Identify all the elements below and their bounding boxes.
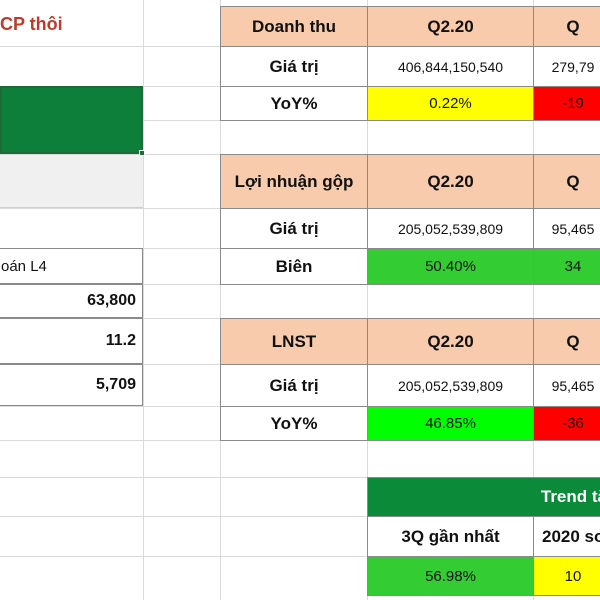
revenue-col1-header[interactable]: Q2.20 bbox=[367, 6, 534, 47]
net-profit-row1-v1: 205,052,539,809 bbox=[397, 377, 504, 394]
gross-profit-row1-label-cell[interactable]: Giá trị bbox=[220, 208, 368, 249]
trend-col2-label: 2020 so bbox=[542, 526, 600, 546]
net-profit-row1-v2-cell[interactable]: 95,465 bbox=[533, 364, 600, 407]
revenue-row2-v1-cell[interactable]: 0.22% bbox=[367, 86, 534, 121]
revenue-row1-v1: 406,844,150,540 bbox=[397, 58, 504, 75]
trend-col2-header[interactable]: 2020 so bbox=[533, 516, 600, 557]
trend-header[interactable]: Trend tă bbox=[367, 477, 600, 517]
gross-profit-col1-header[interactable]: Q2.20 bbox=[367, 154, 534, 209]
gross-profit-header[interactable]: Lợi nhuận gộp bbox=[220, 154, 368, 209]
net-profit-row2-v2: -36 bbox=[562, 415, 584, 432]
sheet-title: CP thôi bbox=[0, 14, 63, 34]
gross-profit-row2-v2: 34 bbox=[564, 258, 582, 275]
left-label-cell[interactable]: oán L4 bbox=[0, 248, 143, 284]
trend-v2-cell[interactable]: 10 bbox=[533, 556, 600, 596]
net-profit-row2-label-cell[interactable]: YoY% bbox=[220, 406, 368, 441]
selected-cell[interactable] bbox=[0, 86, 145, 156]
revenue-header-label: Doanh thu bbox=[251, 16, 337, 36]
revenue-row2-label-cell[interactable]: YoY% bbox=[220, 86, 368, 121]
gross-profit-row2-v1: 50.40% bbox=[425, 258, 476, 275]
net-profit-col1-header[interactable]: Q2.20 bbox=[367, 318, 534, 365]
trend-header-label: Trend tă bbox=[540, 487, 600, 506]
net-profit-col2-header[interactable]: Q bbox=[533, 318, 600, 365]
gross-profit-header-label: Lợi nhuận gộp bbox=[234, 171, 354, 191]
revenue-row1-v2-cell[interactable]: 279,79 bbox=[533, 46, 600, 87]
revenue-col2-header[interactable]: Q bbox=[533, 6, 600, 47]
gross-profit-row2-label: Biên bbox=[275, 256, 313, 276]
net-profit-row1-v1-cell[interactable]: 205,052,539,809 bbox=[367, 364, 534, 407]
gross-profit-col1-label: Q2.20 bbox=[427, 171, 474, 191]
gross-profit-col2-label: Q bbox=[566, 171, 580, 191]
revenue-row1-v1-cell[interactable]: 406,844,150,540 bbox=[367, 46, 534, 87]
left-value-2: 11.2 bbox=[105, 332, 136, 349]
trend-col1-label: 3Q gần nhất bbox=[401, 526, 500, 546]
left-value-cell-1[interactable]: 63,800 bbox=[0, 284, 143, 318]
revenue-col1-label: Q2.20 bbox=[427, 16, 474, 36]
gross-profit-col2-header[interactable]: Q bbox=[533, 154, 600, 209]
gross-profit-row2-v1-cell[interactable]: 50.40% bbox=[367, 248, 534, 285]
net-profit-row2-v1: 46.85% bbox=[425, 415, 476, 432]
left-value-3: 5,709 bbox=[95, 376, 136, 393]
gray-cell[interactable] bbox=[0, 155, 143, 208]
left-value-cell-3[interactable]: 5,709 bbox=[0, 364, 143, 406]
net-profit-row2-v1-cell[interactable]: 46.85% bbox=[367, 406, 534, 441]
net-profit-row1-label-cell[interactable]: Giá trị bbox=[220, 364, 368, 407]
net-profit-row1-v2: 95,465 bbox=[551, 377, 595, 394]
left-value-1: 63,800 bbox=[87, 292, 136, 309]
revenue-row2-label: YoY% bbox=[270, 93, 318, 113]
gross-profit-row1-v2: 95,465 bbox=[551, 220, 595, 237]
trend-v1-cell[interactable]: 56.98% bbox=[367, 556, 534, 596]
net-profit-header[interactable]: LNST bbox=[220, 318, 368, 365]
trend-v2: 10 bbox=[564, 567, 582, 585]
gross-profit-row1-label: Giá trị bbox=[269, 218, 319, 238]
revenue-row1-label-cell[interactable]: Giá trị bbox=[220, 46, 368, 87]
net-profit-header-label: LNST bbox=[271, 331, 317, 351]
revenue-header[interactable]: Doanh thu bbox=[220, 6, 368, 47]
revenue-row2-v2-cell[interactable]: -19 bbox=[533, 86, 600, 121]
revenue-row2-v2: -19 bbox=[562, 95, 584, 112]
gross-profit-row1-v2-cell[interactable]: 95,465 bbox=[533, 208, 600, 249]
gross-profit-row2-v2-cell[interactable]: 34 bbox=[533, 248, 600, 285]
revenue-col2-label: Q bbox=[566, 16, 580, 36]
gross-profit-row2-label-cell[interactable]: Biên bbox=[220, 248, 368, 285]
net-profit-row2-label: YoY% bbox=[270, 413, 318, 433]
trend-v1: 56.98% bbox=[425, 567, 476, 585]
gross-profit-row1-v1-cell[interactable]: 205,052,539,809 bbox=[367, 208, 534, 249]
net-profit-row2-v2-cell[interactable]: -36 bbox=[533, 406, 600, 441]
revenue-row2-v1: 0.22% bbox=[429, 95, 472, 112]
revenue-row1-v2: 279,79 bbox=[551, 58, 595, 75]
trend-col1-header[interactable]: 3Q gần nhất bbox=[367, 516, 534, 557]
net-profit-row1-label: Giá trị bbox=[269, 375, 319, 395]
net-profit-col2-label: Q bbox=[566, 331, 580, 351]
gross-profit-row1-v1: 205,052,539,809 bbox=[397, 220, 504, 237]
left-value-cell-2[interactable]: 11.2 bbox=[0, 318, 143, 364]
revenue-row1-label: Giá trị bbox=[269, 56, 319, 76]
net-profit-col1-label: Q2.20 bbox=[427, 331, 474, 351]
left-label: oán L4 bbox=[1, 257, 47, 275]
